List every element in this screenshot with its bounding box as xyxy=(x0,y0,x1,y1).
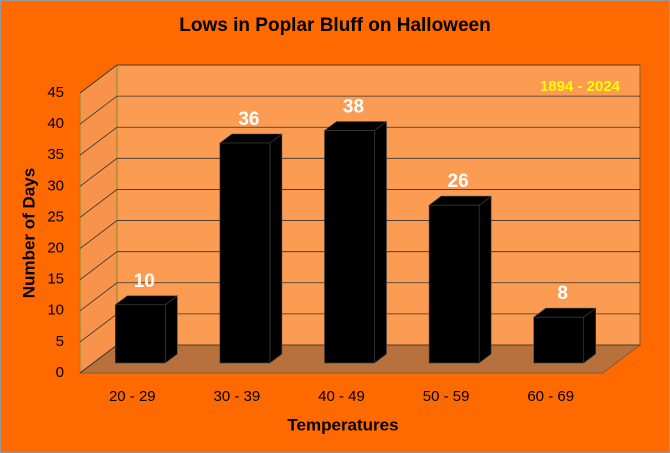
grid-line xyxy=(79,95,640,125)
bar-side xyxy=(374,120,387,364)
y-tick-label: 30 xyxy=(47,177,64,194)
y-tick-label: 0 xyxy=(56,364,64,381)
y-tick-label: 40 xyxy=(47,115,64,132)
bar xyxy=(532,307,597,364)
value-label: 38 xyxy=(343,97,364,118)
bar xyxy=(218,133,283,364)
bar-side xyxy=(165,295,178,364)
y-tick-label: 35 xyxy=(47,146,64,163)
bar xyxy=(323,120,388,364)
grid-line xyxy=(79,189,640,218)
value-label: 26 xyxy=(448,171,469,192)
x-tick-label: 50 - 59 xyxy=(423,388,470,405)
y-tick-label: 15 xyxy=(47,271,64,288)
bar-front xyxy=(533,316,585,364)
value-label: 8 xyxy=(557,283,568,304)
y-tick-label: 20 xyxy=(47,240,64,257)
bar-side xyxy=(583,307,597,364)
y-tick-label: 5 xyxy=(56,333,64,350)
value-label: 36 xyxy=(238,109,259,130)
x-tick-label: 30 - 39 xyxy=(214,388,261,405)
x-axis-title: Temperatures xyxy=(287,415,398,434)
chart-title: Lows in Poplar Bluff on Halloween xyxy=(179,15,490,36)
grid-line xyxy=(79,126,640,156)
bar-front xyxy=(428,204,480,364)
bar xyxy=(428,195,493,364)
x-tick-label: 20 - 29 xyxy=(109,388,156,405)
annotation: 1894 - 2024 xyxy=(540,78,621,95)
y-tick-label: 25 xyxy=(47,208,64,225)
bar-side xyxy=(478,195,492,364)
bar-front xyxy=(219,142,271,364)
y-tick-label: 45 xyxy=(47,84,64,101)
y-tick-label: 10 xyxy=(47,302,64,319)
bar-front xyxy=(324,130,375,364)
grid-line xyxy=(79,157,640,187)
bar xyxy=(114,295,179,364)
x-tick-label: 60 - 69 xyxy=(527,388,574,405)
bar-front xyxy=(115,304,166,364)
grid-line xyxy=(79,64,640,94)
x-tick-label: 40 - 49 xyxy=(318,388,365,405)
value-label: 10 xyxy=(134,271,155,292)
y-axis-title: Number of Days xyxy=(19,168,38,298)
bar-side xyxy=(269,133,283,364)
